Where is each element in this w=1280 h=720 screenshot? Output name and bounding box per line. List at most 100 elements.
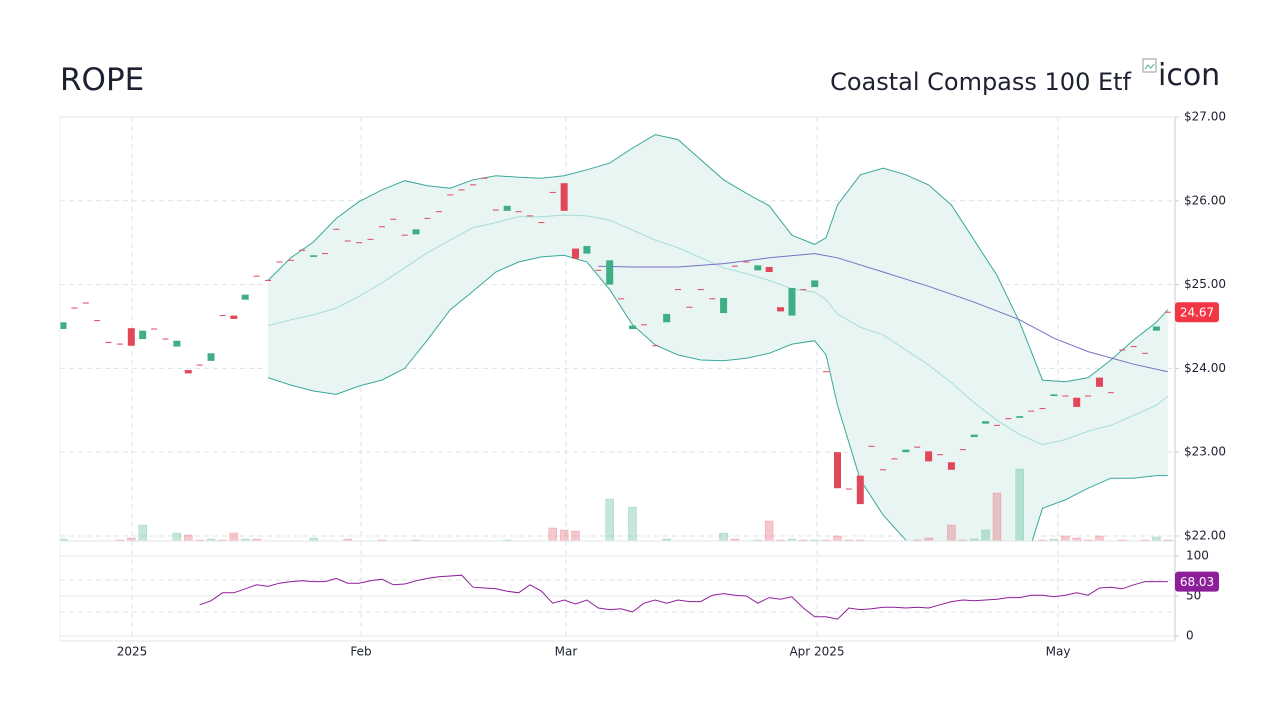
candle-body (116, 343, 123, 345)
volume-bar (1095, 535, 1104, 541)
x-tick-label: Feb (350, 645, 371, 659)
candle-body (356, 242, 363, 244)
candle-body (378, 226, 385, 228)
volume-bar (559, 529, 569, 541)
candle-body (686, 306, 693, 308)
candle-body (264, 279, 271, 281)
volume-bar (969, 538, 979, 541)
candle-body (481, 177, 488, 179)
rsi-badge-label: 68.03 (1180, 575, 1214, 589)
candle-body (788, 287, 796, 316)
volume-bar (1061, 535, 1070, 541)
candle-body (800, 289, 807, 291)
x-tick-label: 2025 (117, 645, 148, 659)
candle-body (652, 345, 659, 347)
candle-body (1005, 418, 1012, 420)
candle-body (412, 229, 420, 235)
candle-body (606, 260, 614, 285)
y-tick-label: 100 (1186, 549, 1209, 563)
candle-body (162, 338, 169, 340)
candle-body (503, 205, 511, 211)
rsi-line (199, 574, 1168, 620)
y-tick-label: $23.00 (1184, 445, 1226, 459)
candle-body (94, 320, 101, 322)
x-tick-label: Mar (555, 645, 578, 659)
volume-bar (240, 538, 250, 541)
candle-body (902, 449, 910, 453)
candle-body (754, 265, 762, 271)
candle-body (731, 265, 738, 267)
candle-body (230, 315, 238, 319)
volume-bar (628, 506, 637, 541)
candle-body (1085, 395, 1092, 397)
price-badge (1175, 302, 1219, 323)
candle-body (333, 228, 340, 230)
candle-body (880, 469, 887, 471)
volume-bar (719, 532, 728, 541)
volume-bar (252, 538, 261, 541)
candle-body (777, 307, 785, 312)
broken-image-icon (1142, 58, 1157, 73)
rsi-badge (1175, 571, 1219, 592)
candle-body (663, 313, 671, 323)
volume-bar (127, 537, 136, 541)
candle-body (401, 234, 408, 236)
candle-body (970, 434, 978, 438)
volume-bar (1072, 537, 1081, 541)
band-middle (267, 214, 1169, 446)
candle-body (1050, 394, 1058, 397)
candle-body (675, 289, 682, 291)
candle-body (765, 266, 773, 273)
volume-bar (229, 532, 239, 541)
candle-body (982, 421, 990, 424)
candle-body (1107, 392, 1114, 394)
candle-body (811, 280, 819, 288)
volume-bar (924, 537, 933, 541)
candle-body (845, 488, 852, 490)
candle-body (640, 324, 647, 326)
candle-body (151, 328, 158, 330)
candle-body (937, 454, 944, 456)
volume-bar (309, 537, 318, 541)
candle-body (538, 222, 545, 224)
band-lower (267, 254, 1168, 541)
candle-body (925, 451, 933, 462)
logo: icon (1142, 58, 1220, 93)
candle-body (82, 302, 89, 304)
volume-bar (206, 538, 216, 541)
candle-body (1028, 410, 1035, 412)
y-tick-label: 50 (1186, 589, 1201, 603)
volume-bar (172, 532, 182, 541)
candle-body (105, 341, 112, 343)
candle-body (856, 475, 864, 505)
candle-body (993, 424, 1000, 426)
candle-body (823, 371, 830, 373)
candle-body (299, 249, 306, 251)
candle-body (470, 184, 477, 186)
candle-body (321, 253, 328, 255)
volume-bar (60, 538, 68, 541)
volume-bar (548, 527, 557, 541)
candle-body (618, 298, 625, 300)
candle-body (390, 218, 397, 220)
candle-body (219, 315, 226, 317)
y-tick-label: $25.00 (1184, 277, 1226, 291)
volume-bar (730, 538, 740, 541)
y-tick-label: $22.00 (1184, 528, 1226, 542)
candle-body (1130, 346, 1137, 348)
candle-body (572, 248, 580, 259)
candle-body (526, 215, 533, 217)
candle-body (709, 298, 716, 300)
candle-body (196, 364, 203, 366)
volume-bar (184, 534, 193, 541)
y-tick-label: $26.00 (1184, 193, 1226, 207)
price-badge-label: 24.67 (1180, 306, 1214, 320)
candle-body (628, 325, 636, 329)
candle-body (1039, 408, 1046, 410)
candle-body (71, 307, 78, 309)
volume-bar (981, 529, 990, 541)
candle-body (276, 261, 283, 263)
volume-bar (343, 538, 352, 541)
candle-body (868, 445, 875, 447)
volume-bar (787, 538, 797, 541)
